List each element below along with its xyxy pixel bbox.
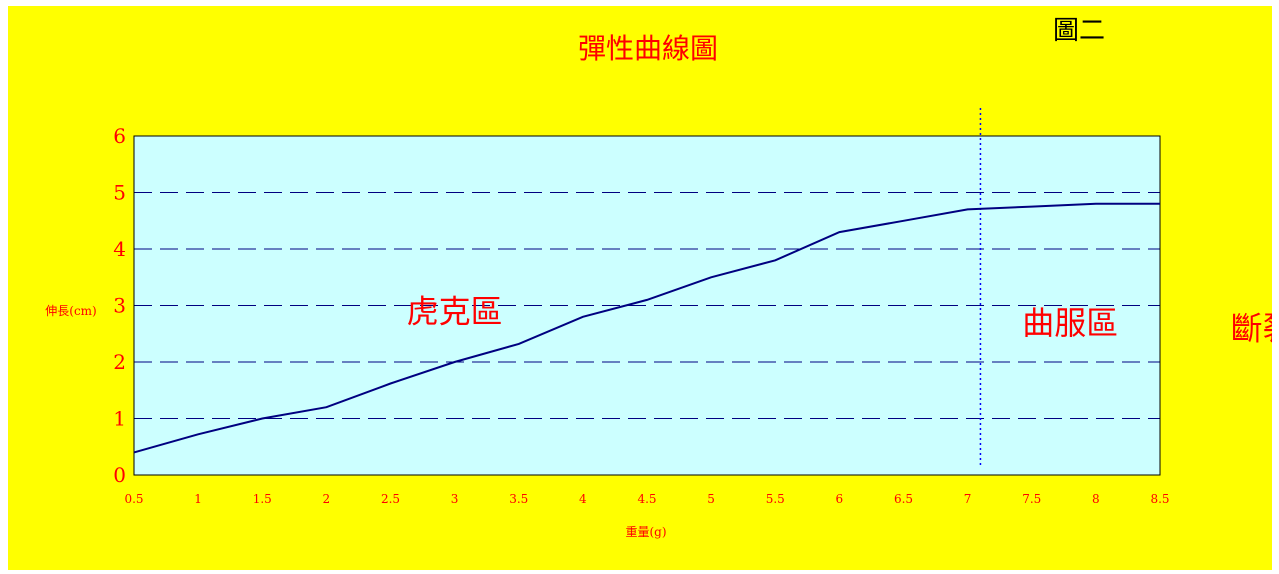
y-tick-label: 2 — [113, 350, 126, 374]
y-axis-label: 伸長(cm) — [45, 304, 96, 318]
x-tick-label: 6 — [836, 492, 844, 506]
x-tick-labels: 0.5 1 1.5 2 2.5 3 3.5 4 4.5 5 5.5 6 6.5 7 7.5 8 8.5 — [124, 492, 1169, 506]
x-tick-label: 0.5 — [124, 492, 143, 506]
x-tick-label: 7.5 — [1022, 492, 1041, 506]
y-tick-label: 5 — [113, 181, 126, 205]
x-tick-label: 3.5 — [509, 492, 528, 506]
x-tick-label: 3 — [451, 492, 459, 506]
plot-border — [133, 135, 1161, 476]
x-tick-label: 1 — [194, 492, 202, 506]
x-tick-label: 2.5 — [381, 492, 400, 506]
y-tick-label: 4 — [113, 237, 126, 261]
x-tick-label: 8 — [1092, 492, 1100, 506]
x-tick-label: 8.5 — [1150, 492, 1169, 506]
figure-label: 圖二 — [1053, 16, 1105, 46]
annotations: 虎克區 曲服區 斷裂 — [407, 292, 1279, 347]
x-tick-label: 5 — [707, 492, 715, 506]
y-tick-label: 6 — [113, 124, 126, 148]
y-tick-label: 1 — [113, 407, 126, 431]
annotation-label: 斷裂 — [1231, 309, 1272, 347]
x-tick-label: 4 — [579, 492, 587, 506]
gridlines — [134, 192, 1160, 419]
x-tick-label: 1.5 — [253, 492, 272, 506]
chart-title: 彈性曲線圖 — [578, 32, 718, 65]
x-tick-label: 7 — [964, 492, 972, 506]
annotation-label: 虎克區 — [407, 292, 503, 330]
x-axis-label: 重量(g) — [625, 525, 666, 539]
y-tick-label: 3 — [113, 294, 126, 318]
x-tick-label: 5.5 — [766, 492, 785, 506]
y-tick-labels: 0 1 2 3 4 5 6 — [113, 124, 126, 487]
series-line — [133, 202, 1160, 454]
elasticity-chart: 0.5 1 1.5 2 2.5 3 3.5 4 4.5 5 5.5 6 6.5 7 7.5 8 8.5 0 1 2 3… — [8, 6, 1279, 570]
x-tick-label: 6.5 — [894, 492, 913, 506]
x-tick-label: 4.5 — [637, 492, 656, 506]
y-tick-label: 0 — [113, 463, 126, 487]
annotation-label: 曲服區 — [1022, 304, 1118, 342]
x-tick-label: 2 — [323, 492, 331, 506]
chart-frame: 0.5 1 1.5 2 2.5 3 3.5 4 4.5 5 5.5 6 6.5 7 7.5 8 8.5 0 1 2 3… — [8, 6, 1279, 570]
